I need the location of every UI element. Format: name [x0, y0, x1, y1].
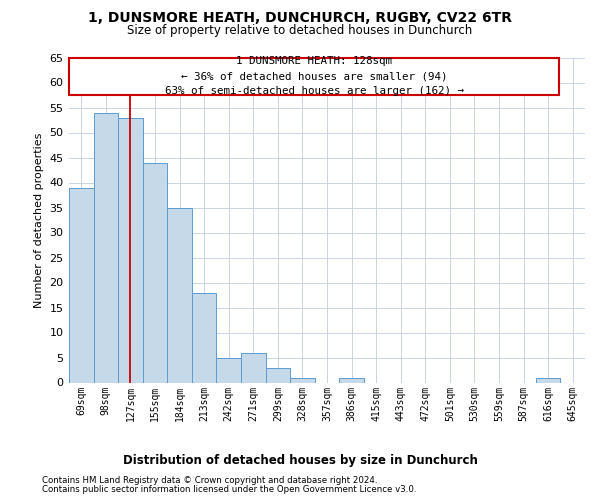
Bar	[94, 112, 118, 382]
Bar	[339, 378, 364, 382]
Bar	[536, 378, 560, 382]
Text: Contains public sector information licensed under the Open Government Licence v3: Contains public sector information licen…	[42, 485, 416, 494]
Text: Size of property relative to detached houses in Dunchurch: Size of property relative to detached ho…	[127, 24, 473, 37]
Bar	[290, 378, 315, 382]
Text: Distribution of detached houses by size in Dunchurch: Distribution of detached houses by size …	[122, 454, 478, 467]
Bar	[167, 208, 192, 382]
Text: 1 DUNSMORE HEATH: 128sqm
← 36% of detached houses are smaller (94)
63% of semi-d: 1 DUNSMORE HEATH: 128sqm ← 36% of detach…	[164, 56, 464, 96]
Bar	[118, 118, 143, 382]
Text: 1, DUNSMORE HEATH, DUNCHURCH, RUGBY, CV22 6TR: 1, DUNSMORE HEATH, DUNCHURCH, RUGBY, CV2…	[88, 12, 512, 26]
Bar	[266, 368, 290, 382]
Y-axis label: Number of detached properties: Number of detached properties	[34, 132, 44, 308]
Bar	[241, 352, 266, 382]
Bar	[69, 188, 94, 382]
Bar	[143, 162, 167, 382]
Text: Contains HM Land Registry data © Crown copyright and database right 2024.: Contains HM Land Registry data © Crown c…	[42, 476, 377, 485]
Bar	[217, 358, 241, 382]
FancyBboxPatch shape	[69, 58, 559, 95]
Bar	[192, 292, 217, 382]
